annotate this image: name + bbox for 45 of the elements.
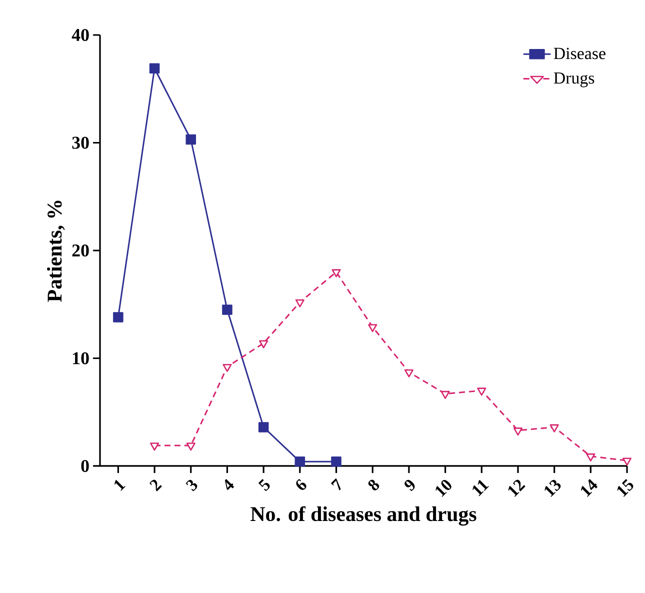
x-tick-label: 1 bbox=[114, 480, 126, 491]
point bbox=[332, 269, 341, 278]
x-tick-label: 3 bbox=[186, 480, 198, 492]
x-tick-label: 9 bbox=[404, 480, 415, 492]
point bbox=[295, 299, 304, 308]
point bbox=[186, 442, 196, 451]
point bbox=[222, 304, 232, 315]
x-tick-label: 5 bbox=[258, 478, 270, 492]
x-tick-label: 8 bbox=[368, 480, 380, 490]
x-tick-label: 11 bbox=[472, 480, 489, 496]
y-tick-label: 30 bbox=[72, 136, 89, 149]
point bbox=[550, 424, 559, 432]
point bbox=[294, 456, 306, 467]
point bbox=[113, 312, 124, 322]
y-tick-label: 0 bbox=[81, 460, 89, 472]
y-tick-label: 10 bbox=[73, 352, 89, 364]
x-tick-label: 14 bbox=[580, 478, 598, 497]
x-tick-label: 12 bbox=[508, 480, 526, 497]
point bbox=[440, 390, 450, 399]
x-tick-label: 2 bbox=[150, 480, 162, 492]
x-axis-title: No. of diseases and drugs bbox=[250, 506, 476, 526]
point bbox=[259, 340, 268, 348]
point bbox=[404, 369, 414, 378]
point bbox=[586, 453, 596, 462]
point bbox=[513, 428, 523, 436]
legend-label: Disease bbox=[554, 48, 606, 60]
x-tick-label: 4 bbox=[224, 478, 234, 490]
point bbox=[149, 63, 160, 74]
legend-label: Drugs bbox=[554, 72, 594, 88]
y-tick-label: 20 bbox=[72, 244, 89, 257]
y-axis-title: Patients, % bbox=[46, 200, 65, 302]
point bbox=[477, 388, 486, 396]
x-tick-label: 6 bbox=[296, 479, 306, 490]
point bbox=[331, 456, 342, 467]
x-tick-label: 7 bbox=[330, 478, 341, 491]
point bbox=[368, 324, 378, 332]
point bbox=[150, 442, 160, 451]
y-tick-label: 40 bbox=[72, 28, 89, 42]
point bbox=[222, 364, 232, 372]
point bbox=[186, 134, 196, 145]
point bbox=[622, 458, 632, 466]
x-tick-label: 13 bbox=[544, 480, 561, 497]
x-tick-label: 15 bbox=[617, 479, 634, 497]
point bbox=[258, 422, 269, 432]
x-tick-label: 10 bbox=[436, 480, 452, 497]
